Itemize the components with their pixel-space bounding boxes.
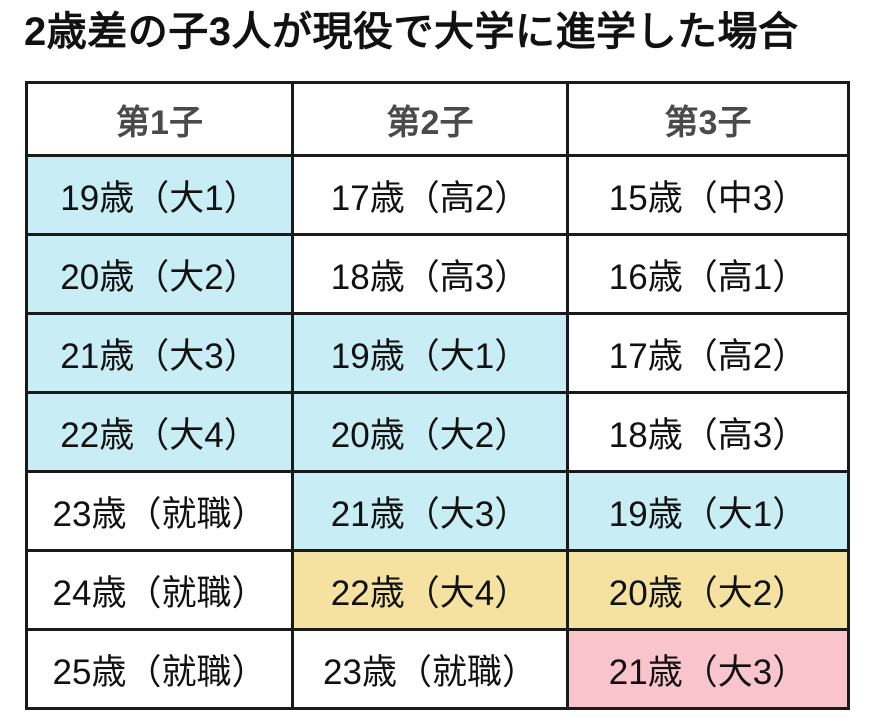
table-cell: 22歳（大4） (291, 549, 569, 631)
table-row: 21歳（大3） 19歳（大1） 17歳（高2） (25, 312, 850, 394)
table-cell: 20歳（大2） (566, 549, 850, 631)
table-cell: 21歳（大3） (25, 312, 294, 394)
column-header-child2: 第2子 (291, 81, 569, 157)
table-row: 24歳（就職） 22歳（大4） 20歳（大2） (25, 549, 850, 631)
table-cell: 19歳（大1） (25, 154, 294, 236)
table-row: 22歳（大4） 20歳（大2） 18歳（高3） (25, 391, 850, 473)
table-cell: 25歳（就職） (25, 628, 294, 710)
age-table: 第1子 第2子 第3子 19歳（大1） 17歳（高2） 15歳（中3） 20歳（… (25, 81, 850, 710)
table-header-row: 第1子 第2子 第3子 (25, 81, 850, 157)
table-cell: 21歳（大3） (566, 628, 850, 710)
table-cell: 16歳（高1） (566, 233, 850, 315)
table-cell: 18歳（高3） (566, 391, 850, 473)
table-cell: 24歳（就職） (25, 549, 294, 631)
column-header-child1: 第1子 (25, 81, 294, 157)
table-cell: 18歳（高3） (291, 233, 569, 315)
table-row: 20歳（大2） 18歳（高3） 16歳（高1） (25, 233, 850, 315)
table-cell: 20歳（大2） (291, 391, 569, 473)
table-cell: 17歳（高2） (291, 154, 569, 236)
table-cell: 23歳（就職） (25, 470, 294, 552)
page-title: 2歳差の子3人が現役で大学に進学した場合 (24, 10, 799, 54)
table-cell: 22歳（大4） (25, 391, 294, 473)
table-cell: 17歳（高2） (566, 312, 850, 394)
column-header-child3: 第3子 (566, 81, 850, 157)
table-cell: 20歳（大2） (25, 233, 294, 315)
table-row: 19歳（大1） 17歳（高2） 15歳（中3） (25, 154, 850, 236)
table-row: 25歳（就職） 23歳（就職） 21歳（大3） (25, 628, 850, 710)
table-cell: 15歳（中3） (566, 154, 850, 236)
table-row: 23歳（就職） 21歳（大3） 19歳（大1） (25, 470, 850, 552)
table-cell: 23歳（就職） (291, 628, 569, 710)
table-cell: 19歳（大1） (291, 312, 569, 394)
table-cell: 21歳（大3） (291, 470, 569, 552)
table-cell: 19歳（大1） (566, 470, 850, 552)
